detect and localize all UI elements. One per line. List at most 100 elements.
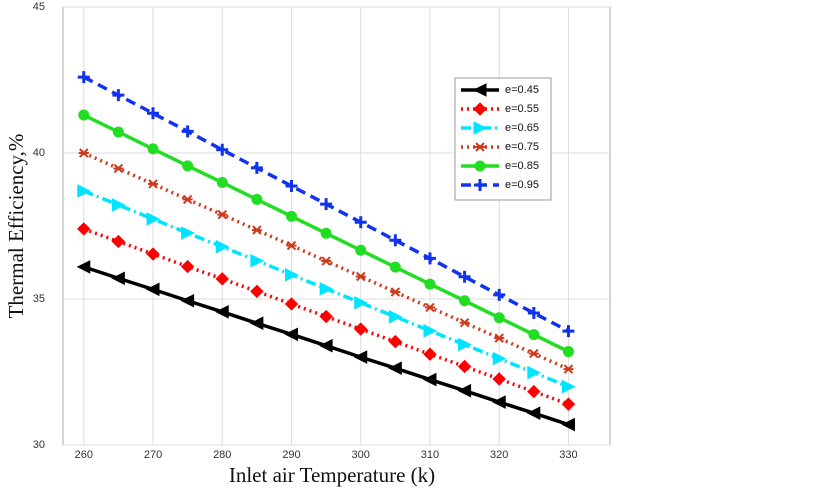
x-tick-label: 320 (490, 449, 508, 461)
marker (457, 383, 472, 398)
marker (354, 322, 368, 336)
marker (528, 348, 539, 359)
marker (217, 209, 228, 220)
marker (390, 287, 401, 297)
marker (215, 272, 229, 286)
marker (215, 239, 230, 254)
marker (77, 71, 90, 84)
marker (388, 310, 403, 324)
plot-area (62, 6, 611, 446)
marker (459, 295, 471, 307)
marker (147, 143, 159, 155)
marker (527, 307, 540, 320)
marker (180, 259, 195, 274)
marker (422, 372, 437, 387)
marker (320, 227, 332, 239)
marker (353, 350, 368, 364)
marker (284, 297, 299, 311)
y-axis-title: Thermal Efficiency,% (4, 134, 28, 319)
marker (528, 329, 540, 341)
marker (216, 176, 228, 188)
y-tick-label: 40 (33, 147, 45, 159)
marker (318, 338, 333, 353)
marker (561, 397, 576, 411)
marker (354, 295, 368, 310)
marker (423, 347, 437, 361)
legend-label: e=0.95 (505, 179, 539, 191)
legend-label: e=0.55 (505, 103, 539, 115)
marker (492, 351, 507, 366)
x-tick-label: 330 (559, 449, 577, 461)
x-axis-title: Inlet air Temperature (k) (229, 463, 435, 487)
marker (285, 210, 297, 222)
marker (458, 270, 471, 283)
marker (146, 247, 160, 261)
x-tick-label: 270 (144, 449, 162, 461)
legend-marker (472, 83, 487, 97)
marker (284, 267, 299, 282)
marker (457, 359, 472, 374)
marker (320, 198, 333, 211)
marker (424, 302, 435, 313)
y-tick-label: 35 (33, 293, 45, 305)
marker (250, 161, 263, 174)
x-tick-label: 280 (213, 449, 231, 461)
marker (493, 312, 505, 324)
marker (284, 327, 298, 342)
legend-marker (473, 121, 488, 135)
marker (112, 89, 125, 102)
legend-label: e=0.75 (505, 141, 539, 153)
x-tick-label: 300 (352, 449, 370, 461)
marker (182, 160, 194, 172)
x-tick-label: 310 (421, 449, 439, 461)
marker (492, 395, 506, 409)
marker (78, 109, 90, 121)
marker (319, 281, 334, 296)
marker (423, 252, 436, 265)
series-line (83, 227, 570, 406)
marker (319, 309, 333, 324)
marker (215, 305, 229, 319)
marker (77, 222, 91, 236)
marker (180, 293, 195, 308)
marker (459, 317, 470, 328)
marker (77, 184, 91, 198)
marker (113, 163, 124, 174)
y-tick-label: 45 (33, 1, 45, 13)
legend-label: e=0.45 (505, 84, 539, 96)
legend: e=0.45 e=0.55 e=0.65 e=0.75 e=0.85 e=0.95 (454, 77, 552, 201)
marker (423, 324, 438, 338)
marker (148, 179, 159, 189)
x-tick-label: 260 (75, 449, 93, 461)
marker (286, 240, 297, 251)
marker (389, 234, 402, 247)
marker (388, 334, 403, 349)
marker (389, 261, 401, 273)
marker (321, 256, 332, 266)
marker (493, 288, 506, 301)
marker (527, 365, 541, 380)
marker (250, 253, 264, 268)
marker (424, 278, 436, 290)
marker (111, 198, 126, 212)
marker (146, 212, 161, 226)
legend-label: e=0.85 (505, 160, 539, 172)
marker (250, 284, 264, 299)
marker (562, 325, 575, 338)
marker (251, 193, 263, 205)
marker (355, 271, 366, 282)
legend-marker (474, 179, 486, 191)
marker (111, 271, 125, 286)
y-tick-label: 30 (33, 439, 45, 451)
marker (563, 364, 574, 374)
marker (182, 194, 193, 205)
marker (561, 417, 575, 432)
marker (458, 337, 472, 352)
marker (216, 143, 229, 156)
marker (562, 346, 574, 358)
marker (145, 282, 160, 297)
marker (249, 316, 264, 331)
legend-label: e=0.65 (505, 122, 539, 134)
marker (526, 406, 541, 420)
